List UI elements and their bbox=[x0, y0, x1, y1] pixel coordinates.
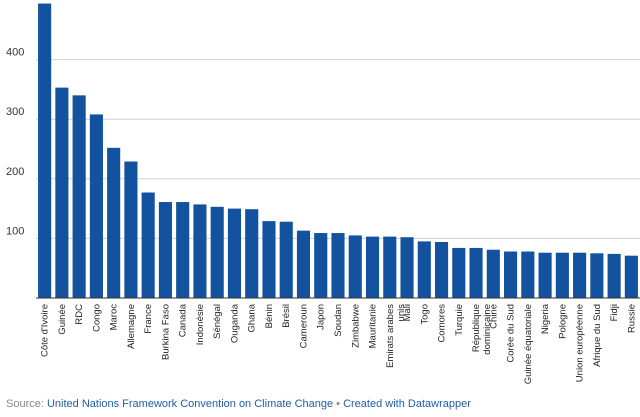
bar bbox=[348, 235, 362, 298]
bar bbox=[434, 241, 449, 298]
x-tick-label: Comores bbox=[437, 304, 448, 343]
bar bbox=[573, 252, 587, 298]
bar bbox=[538, 252, 552, 298]
source-link[interactable]: United Nations Framework Convention on C… bbox=[46, 398, 334, 410]
bar bbox=[141, 192, 155, 298]
x-tick-label: unis bbox=[396, 304, 407, 322]
bar bbox=[245, 209, 259, 298]
x-tick-label: Togo bbox=[419, 304, 430, 325]
datawrapper-credit-link[interactable]: Created with Datawrapper bbox=[343, 398, 471, 410]
x-tick-label: Canada bbox=[178, 303, 189, 337]
source-note: Source: United Nations Framework Convent… bbox=[6, 398, 471, 410]
bar bbox=[365, 236, 380, 298]
x-tick-label: Afrique du Sud bbox=[592, 304, 603, 367]
x-tick-label: Ouganda bbox=[229, 303, 240, 343]
bar bbox=[262, 221, 276, 298]
x-tick-label: Pologne bbox=[557, 304, 568, 339]
x-tick-label: Mali bbox=[402, 304, 413, 321]
x-tick-label: RDC bbox=[74, 304, 85, 325]
x-tick-label: Union européenne bbox=[575, 304, 586, 382]
x-tick-label: Japon bbox=[316, 304, 327, 330]
bar bbox=[383, 236, 397, 298]
y-tick-label: 300 bbox=[6, 106, 24, 118]
bar bbox=[279, 221, 293, 298]
source-separator: • bbox=[333, 398, 344, 410]
x-tick-label: Cameroun bbox=[298, 304, 309, 348]
bar bbox=[521, 251, 535, 298]
bar bbox=[210, 206, 224, 298]
bar bbox=[624, 255, 638, 298]
x-tick-label: Brésil bbox=[281, 304, 292, 328]
bar bbox=[55, 87, 69, 298]
bar bbox=[124, 161, 138, 298]
bar bbox=[555, 252, 569, 298]
bar bbox=[227, 208, 242, 298]
x-tick-label: République bbox=[471, 304, 482, 352]
x-tick-label: Sénégal bbox=[212, 304, 223, 339]
y-tick-label: 200 bbox=[6, 166, 24, 178]
x-tick-label: Chine bbox=[488, 304, 499, 329]
x-tick-label: Emirats arabes bbox=[385, 304, 396, 368]
x-tick-label: Allemagne bbox=[126, 304, 137, 349]
x-tick-label: Corée du Sud bbox=[506, 304, 517, 363]
x-tick-label: Indonésie bbox=[195, 304, 206, 345]
bar bbox=[314, 233, 328, 298]
bars bbox=[38, 3, 638, 299]
x-tick-label: Nigeria bbox=[540, 303, 551, 334]
bar bbox=[158, 202, 172, 298]
x-tick-label: Fidji bbox=[609, 304, 620, 321]
y-tick-label: 100 bbox=[6, 225, 24, 237]
x-tick-label: Russie bbox=[626, 304, 637, 333]
bar bbox=[452, 247, 466, 298]
x-tick-label: Guinée bbox=[57, 304, 68, 335]
bar bbox=[107, 147, 121, 298]
bar bbox=[38, 3, 52, 299]
bar bbox=[400, 237, 414, 298]
bar bbox=[193, 204, 207, 298]
x-axis-labels: Côte d'Ivoire Guinée RDC Congo Maroc Allemagn… bbox=[40, 303, 638, 384]
bar bbox=[504, 251, 518, 298]
bar bbox=[607, 253, 621, 298]
bar bbox=[72, 95, 86, 298]
y-axis-ticks: 100 200 300 400 bbox=[6, 47, 24, 238]
x-tick-label: Congo bbox=[91, 304, 102, 332]
x-tick-label: Bénin bbox=[264, 304, 275, 328]
x-tick-label: Zimbabwe bbox=[350, 304, 361, 348]
x-tick-label: Soudan bbox=[333, 304, 344, 337]
bar bbox=[590, 253, 604, 298]
x-tick-label: Burkina Faso bbox=[160, 304, 171, 360]
x-tick-label: Guinée équatoriale bbox=[523, 304, 534, 384]
x-tick-label: Ghana bbox=[247, 303, 258, 332]
bar bbox=[469, 247, 483, 298]
bar bbox=[176, 202, 190, 298]
bar bbox=[417, 241, 431, 298]
x-tick-label: Côte d'Ivoire bbox=[40, 304, 51, 357]
bar bbox=[331, 233, 345, 298]
y-tick-label: 400 bbox=[6, 47, 24, 59]
x-tick-label: Turquie bbox=[454, 304, 465, 336]
x-tick-label: France bbox=[143, 304, 154, 334]
bar bbox=[296, 230, 311, 298]
x-tick-label: Mauritanie bbox=[368, 304, 379, 348]
source-prefix: Source: bbox=[6, 398, 47, 410]
bar bbox=[486, 249, 500, 298]
x-tick-label: dominicaine bbox=[482, 304, 493, 355]
bar bbox=[89, 114, 103, 298]
x-tick-label: Maroc bbox=[109, 304, 120, 331]
